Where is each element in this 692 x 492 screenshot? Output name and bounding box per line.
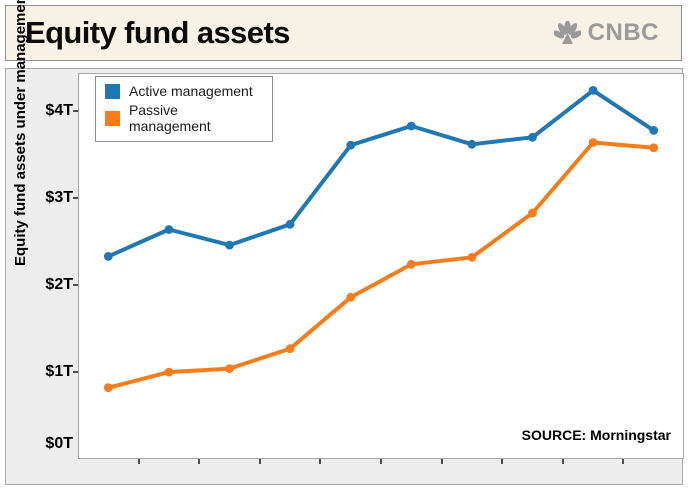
legend-item: Active management <box>105 83 263 99</box>
line-series-canvas <box>103 86 659 393</box>
data-point-marker <box>528 208 537 218</box>
legend-swatch <box>105 83 120 99</box>
x-tick-mark <box>258 459 261 464</box>
y-tick-mark <box>73 197 78 200</box>
data-point-marker <box>103 383 113 393</box>
data-point-marker <box>406 259 416 269</box>
data-point-marker <box>406 121 416 131</box>
cnbc-logo: CNBC <box>553 19 659 47</box>
page-title: Equity fund assets <box>25 15 290 50</box>
data-point-marker <box>346 292 356 302</box>
chart-figure: Equity fund assets under management $0T $… <box>5 0 684 485</box>
data-point-marker <box>285 219 295 229</box>
data-point-marker <box>285 344 295 353</box>
y-tick-label: $2T <box>45 276 73 294</box>
y-tick-label: $4T <box>45 102 73 120</box>
data-point-marker <box>649 126 659 135</box>
x-tick-mark <box>561 459 564 464</box>
data-point-marker <box>164 225 174 234</box>
x-tick-mark <box>198 459 201 464</box>
legend-label: Passive management <box>128 102 211 134</box>
legend-swatch <box>105 110 120 126</box>
data-point-marker <box>528 132 537 142</box>
cnbc-wordmark: CNBC <box>587 19 659 46</box>
y-tick-mark <box>73 284 78 287</box>
x-tick-mark <box>137 459 140 464</box>
legend-label: Active management <box>129 83 253 99</box>
source-credit: SOURCE: Morningstar <box>521 427 671 443</box>
data-point-marker <box>649 143 659 153</box>
data-point-marker <box>164 367 174 377</box>
data-point-marker <box>346 140 356 150</box>
series-line <box>106 88 656 259</box>
nbc-peacock-icon <box>553 21 581 44</box>
x-tick-mark <box>622 459 625 464</box>
legend-item: Passive management <box>105 102 263 134</box>
x-tick-mark <box>380 459 382 464</box>
header-bar: Equity fund assets CNBC <box>5 5 682 61</box>
x-tick-mark <box>440 459 443 464</box>
data-point-marker <box>467 139 477 149</box>
data-point-marker <box>467 252 477 262</box>
y-tick-label: $1T <box>45 363 73 381</box>
data-point-marker <box>103 252 113 261</box>
y-tick-mark <box>73 110 78 113</box>
y-tick-label: $0T <box>45 435 73 452</box>
series-line <box>106 140 656 390</box>
data-point-marker <box>588 86 598 95</box>
y-tick-mark <box>73 371 78 374</box>
data-point-marker <box>588 138 598 147</box>
y-tick-label: $3T <box>45 189 73 207</box>
x-tick-mark <box>501 459 504 464</box>
legend-box: Active management Passive management <box>95 76 273 142</box>
y-axis-title: Equity fund assets under management <box>12 0 29 266</box>
data-point-marker <box>225 240 234 250</box>
data-point-marker <box>225 364 234 373</box>
x-tick-mark <box>319 459 322 464</box>
